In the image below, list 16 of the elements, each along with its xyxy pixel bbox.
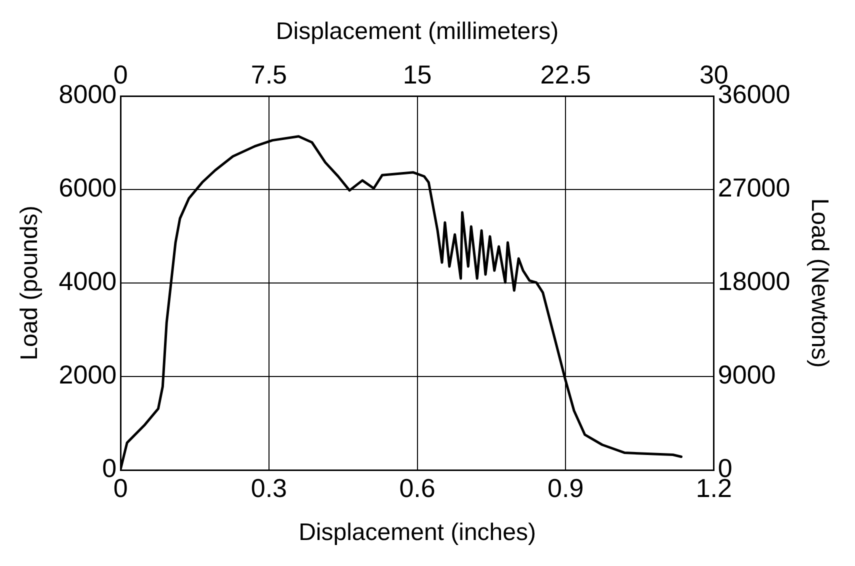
x-tick-label: 0.6 [399,472,436,503]
y2-axis-title: Load (Newtons) [806,198,833,368]
y-tick-label: 2000 [58,360,117,390]
x-axis-title: Displacement (inches) [298,519,536,546]
y2-tick-label: 27000 [718,172,790,203]
x-tick-label: 0.9 [548,472,584,503]
y2-tick-label: 18000 [718,266,790,296]
x2-axis-title: Displacement (millimeters) [276,18,559,46]
x2-tick-label: 15 [402,60,432,90]
y-tick-label: 6000 [58,172,117,203]
y-axis-title: Load (pounds) [16,206,44,360]
x2-tick-label: 7.5 [250,60,288,90]
y2-tick-label: 9000 [718,360,776,390]
x-tick-label: 0.3 [250,472,288,503]
y-tick-label: 4000 [58,266,117,296]
x2-tick-label: 22.5 [540,60,591,90]
